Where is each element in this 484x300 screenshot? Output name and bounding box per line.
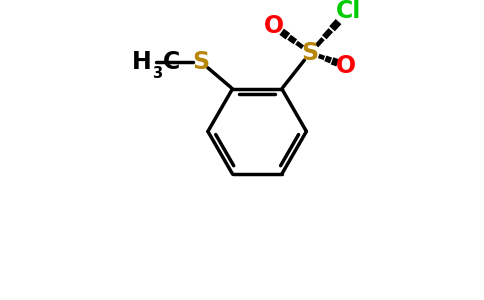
- Text: S: S: [302, 41, 319, 65]
- Text: O: O: [336, 54, 356, 78]
- Text: O: O: [264, 14, 284, 38]
- Text: Cl: Cl: [335, 0, 361, 23]
- Text: C: C: [163, 50, 180, 74]
- Text: 3: 3: [152, 66, 162, 81]
- Text: S: S: [193, 50, 210, 74]
- Text: H: H: [132, 50, 152, 74]
